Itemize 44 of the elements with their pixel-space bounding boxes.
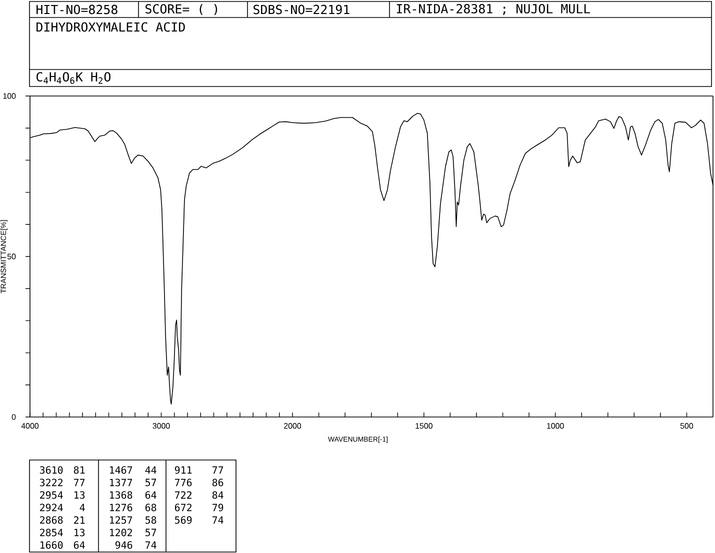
text: 569	[175, 516, 192, 524]
text: 672	[174, 504, 192, 512]
text: 3222	[40, 478, 62, 486]
text: 3610	[40, 466, 63, 474]
text: 68	[145, 504, 156, 512]
text: IR-NIDA-28381 ; NUJOL MULL	[396, 4, 590, 15]
text: 2868	[40, 516, 63, 524]
text: C$_{4}$H$_{4}$O$_{6}$K H$_{2}$O	[36, 72, 110, 84]
text: 64	[145, 491, 156, 499]
text: 13	[74, 528, 85, 536]
text: SCORE= ( )	[146, 4, 218, 16]
text: 13	[74, 491, 85, 499]
text: 946	[115, 541, 132, 549]
text: 74	[145, 541, 156, 549]
text: 86	[212, 478, 224, 486]
text: 1467	[110, 466, 132, 474]
text: 776	[174, 478, 192, 486]
text: 722	[174, 491, 192, 499]
text: 1276	[110, 504, 132, 512]
text: 57	[146, 528, 156, 536]
text: 58	[146, 516, 156, 524]
text: 77	[74, 478, 85, 486]
text: 44	[145, 466, 156, 474]
text: 911	[174, 466, 192, 474]
chart-title: DIHYDROXYMALEIC ACID	[36, 22, 185, 32]
text: HIT-NO=8258	[36, 4, 118, 14]
text: 81	[74, 466, 85, 474]
text: 2854	[40, 528, 63, 536]
text: 84	[212, 491, 224, 499]
text: 1660	[40, 541, 63, 549]
text: 1202	[110, 528, 132, 536]
text: 2924	[40, 504, 63, 512]
text: 1377	[110, 478, 132, 486]
text: 1257	[110, 516, 132, 524]
text: 4	[80, 504, 85, 512]
text: 2954	[40, 491, 63, 499]
text: 21	[74, 516, 85, 524]
text: 57	[146, 478, 156, 486]
text: 1368	[110, 491, 132, 499]
text: 64	[74, 541, 85, 549]
text: 74	[212, 516, 224, 524]
text: SDBS-NO=22191	[254, 4, 350, 14]
text: 77	[212, 466, 224, 474]
text: 79	[212, 504, 224, 512]
